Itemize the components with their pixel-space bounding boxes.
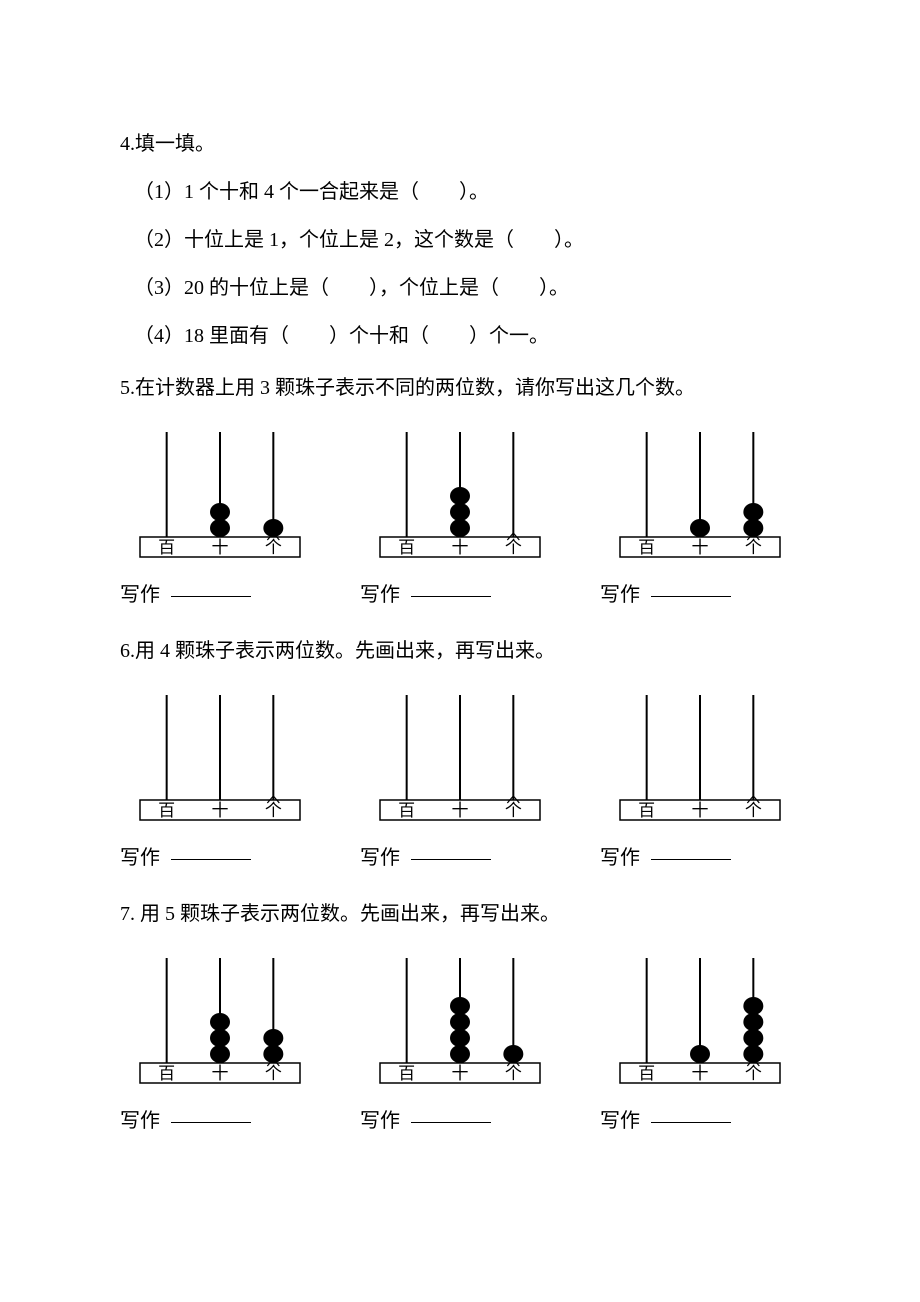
answer-blank-line [411,859,491,860]
svg-text:十: 十 [692,801,709,820]
counting-frame-icon: 百 十 个 [130,683,310,828]
svg-text:百: 百 [638,538,655,557]
q7-counters-row: 百 十 个 写作 百 十 个 写作 百 [120,946,800,1145]
counting-frame-icon: 百 十 个 [370,683,550,828]
answer-blank-line [651,859,731,860]
write-answer-area: 写作 [600,1097,800,1145]
write-label: 写作 [120,571,160,619]
write-answer-area: 写作 [600,834,800,882]
write-label: 写作 [600,571,640,619]
write-answer-area: 写作 [600,571,800,619]
q6-title: 6.用 4 颗珠子表示两位数。先画出来，再写出来。 [120,627,800,675]
write-label: 写作 [120,1097,160,1145]
counting-frame-icon: 百 十 个 [130,946,310,1091]
write-label: 写作 [120,834,160,882]
q7-counter-2: 百 十 个 写作 [360,946,560,1145]
counting-frame-icon: 百 十 个 [370,946,550,1091]
write-label: 写作 [360,834,400,882]
write-answer-area: 写作 [360,571,560,619]
svg-text:十: 十 [212,538,229,557]
counting-frame-icon: 百 十 个 [130,420,310,565]
svg-text:十: 十 [692,538,709,557]
question-5: 5.在计数器上用 3 颗珠子表示不同的两位数，请你写出这几个数。 百 十 个 写… [120,364,800,619]
write-answer-area: 写作 [120,1097,320,1145]
write-answer-area: 写作 [360,834,560,882]
answer-blank-line [171,1122,251,1123]
write-answer-area: 写作 [120,571,320,619]
q5-counter-1: 百 十 个 写作 [120,420,320,619]
svg-text:个: 个 [505,538,522,557]
q4-item-1: （1）1 个十和 4 个一合起来是（ ）。 [120,168,800,216]
q7-counter-1: 百 十 个 写作 [120,946,320,1145]
write-label: 写作 [360,571,400,619]
answer-blank-line [651,1122,731,1123]
svg-text:十: 十 [452,538,469,557]
svg-text:百: 百 [158,1064,175,1083]
svg-text:十: 十 [212,801,229,820]
q6-counter-3: 百 十 个 写作 [600,683,800,882]
q7-title: 7. 用 5 颗珠子表示两位数。先画出来，再写出来。 [120,890,800,938]
write-label: 写作 [600,834,640,882]
svg-text:个: 个 [505,1064,522,1083]
svg-text:个: 个 [265,801,282,820]
q4-title: 4.填一填。 [120,120,800,168]
counting-frame-icon: 百 十 个 [610,420,790,565]
answer-blank-line [171,859,251,860]
svg-text:个: 个 [505,801,522,820]
svg-text:十: 十 [452,801,469,820]
q4-item-3: （3）20 的十位上是（ ），个位上是（ ）。 [120,264,800,312]
q4-item-2: （2）十位上是 1，个位上是 2，这个数是（ ）。 [120,216,800,264]
q5-title: 5.在计数器上用 3 颗珠子表示不同的两位数，请你写出这几个数。 [120,364,800,412]
svg-text:个: 个 [745,538,762,557]
write-answer-area: 写作 [360,1097,560,1145]
q5-counter-2: 百 十 个 写作 [360,420,560,619]
svg-text:个: 个 [745,1064,762,1083]
svg-text:百: 百 [638,1064,655,1083]
q6-counter-2: 百 十 个 写作 [360,683,560,882]
svg-text:百: 百 [398,538,415,557]
answer-blank-line [411,1122,491,1123]
svg-text:百: 百 [638,801,655,820]
svg-text:个: 个 [745,801,762,820]
question-4: 4.填一填。 （1）1 个十和 4 个一合起来是（ ）。 （2）十位上是 1，个… [120,120,800,360]
q4-item-4: （4）18 里面有（ ）个十和（ ）个一。 [120,312,800,360]
q6-counters-row: 百 十 个 写作 百 十 个 写作 百 [120,683,800,882]
svg-text:个: 个 [265,1064,282,1083]
answer-blank-line [411,596,491,597]
svg-text:百: 百 [398,801,415,820]
svg-text:百: 百 [158,538,175,557]
counting-frame-icon: 百 十 个 [610,683,790,828]
answer-blank-line [171,596,251,597]
q5-counters-row: 百 十 个 写作 百 十 个 写作 百 [120,420,800,619]
write-label: 写作 [600,1097,640,1145]
q6-counter-1: 百 十 个 写作 [120,683,320,882]
answer-blank-line [651,596,731,597]
svg-text:十: 十 [212,1064,229,1083]
q7-counter-3: 百 十 个 写作 [600,946,800,1145]
svg-text:十: 十 [692,1064,709,1083]
counting-frame-icon: 百 十 个 [610,946,790,1091]
svg-text:百: 百 [398,1064,415,1083]
svg-text:十: 十 [452,1064,469,1083]
question-6: 6.用 4 颗珠子表示两位数。先画出来，再写出来。 百 十 个 写作 百 十 个… [120,627,800,882]
svg-text:个: 个 [265,538,282,557]
write-answer-area: 写作 [120,834,320,882]
svg-text:百: 百 [158,801,175,820]
q5-counter-3: 百 十 个 写作 [600,420,800,619]
counting-frame-icon: 百 十 个 [370,420,550,565]
question-7: 7. 用 5 颗珠子表示两位数。先画出来，再写出来。 百 十 个 写作 百 十 … [120,890,800,1145]
write-label: 写作 [360,1097,400,1145]
